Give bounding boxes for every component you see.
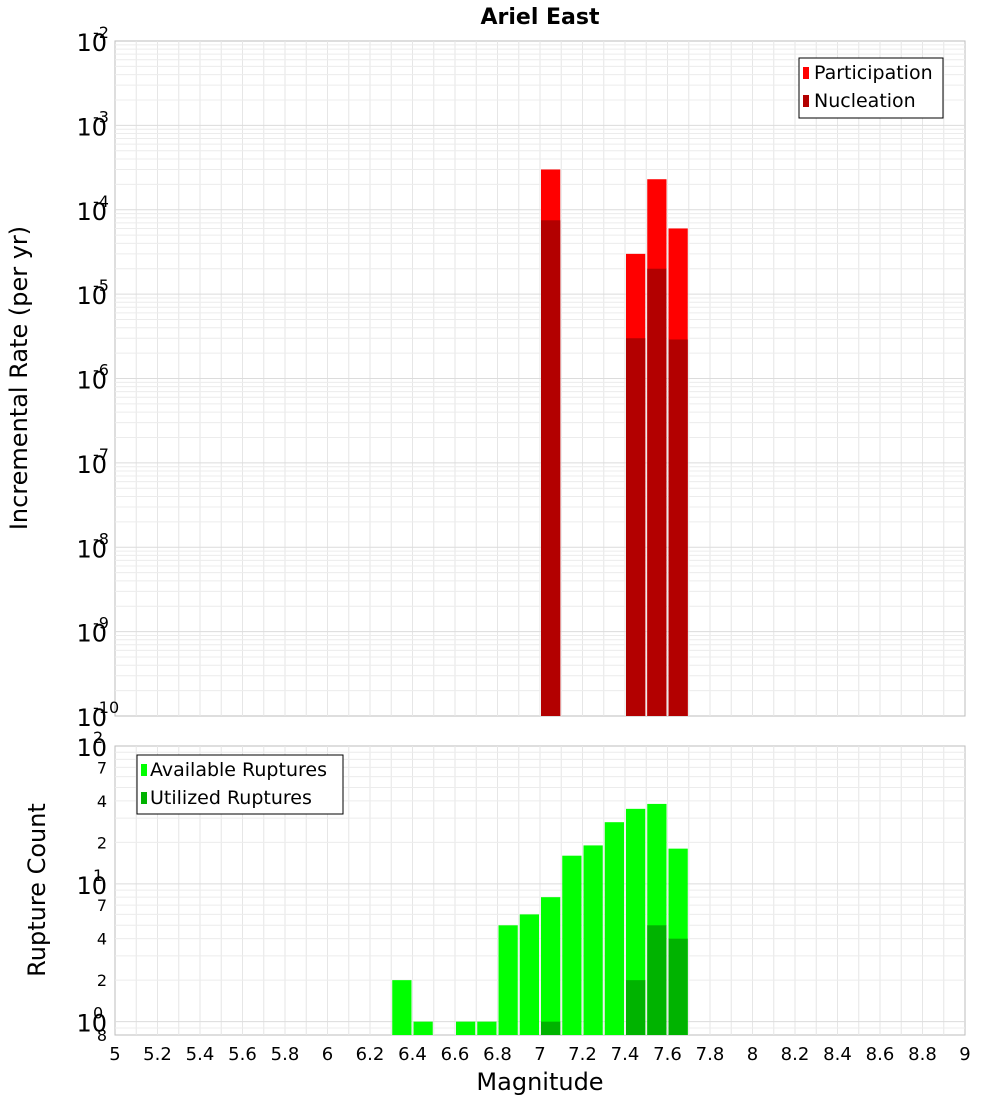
x-tick-label: 7.2: [568, 1044, 597, 1065]
chart-title: Ariel East: [480, 5, 600, 30]
bottom-bar-series1: [477, 1021, 497, 1035]
x-tick-label: 7.8: [696, 1044, 725, 1065]
top-bar-series2: [668, 339, 688, 716]
top-bars: [541, 169, 688, 717]
top-legend: Participation Nucleation: [798, 57, 944, 119]
bottom-y-tick-exponent: 0: [93, 1004, 103, 1023]
x-tick-label: 6.8: [483, 1044, 512, 1065]
bottom-legend: Available Ruptures Utilized Ruptures: [136, 754, 344, 815]
bottom-bar-series1: [626, 808, 646, 1035]
bottom-legend-box: [136, 754, 344, 815]
top-y-tick-exponent: -2: [93, 23, 109, 42]
bottom-bar-series1: [604, 822, 624, 1035]
legend-label-utilized: Utilized Ruptures: [150, 787, 312, 809]
top-y-tick-exponent: -9: [93, 614, 109, 633]
top-y-tick-exponent: -3: [93, 107, 109, 126]
top-bar-series2: [647, 268, 667, 716]
bottom-bar-series2: [647, 925, 667, 1035]
legend-swatch-participation: [803, 67, 809, 79]
bottom-bar-series1: [392, 980, 412, 1035]
top-y-tick-exponent: -10: [93, 698, 119, 717]
bottom-y-tick-exponent: 2: [93, 728, 103, 747]
top-y-tick-exponent: -8: [93, 529, 109, 548]
bottom-bar-series2: [668, 938, 688, 1035]
bottom-bar-series1: [562, 855, 582, 1035]
top-y-tick-exponent: -6: [93, 361, 109, 380]
x-tick-label: 7.4: [611, 1044, 640, 1065]
x-tick-label: 6.2: [356, 1044, 385, 1065]
top-y-tick-base: 10: [76, 535, 107, 563]
top-y-axis-label: Incremental Rate (per yr): [5, 226, 33, 530]
bottom-y-tick-exponent: 1: [93, 866, 103, 885]
top-bar-series2: [541, 220, 561, 717]
x-axis-label: Magnitude: [476, 1068, 603, 1096]
top-y-tick-base: 10: [76, 198, 107, 226]
bottom-y-tick-minor: 8: [97, 1026, 107, 1045]
x-tick-label: 8.8: [908, 1044, 937, 1065]
bottom-bar-series1: [498, 925, 518, 1035]
top-y-tick-base: 10: [76, 367, 107, 395]
x-ticks: 5 5.2 5.4 5.6 5.8 6 6.2 6.4 6.6 6.8 7 7.2 7.4 7.6 7.8 8…: [109, 1044, 970, 1065]
legend-label-nucleation: Nucleation: [814, 90, 916, 112]
x-tick-label: 5: [109, 1044, 120, 1065]
x-tick-label: 8: [747, 1044, 758, 1065]
bottom-y-tick-minor: 2: [97, 971, 107, 990]
top-legend-box: [798, 57, 944, 119]
top-bar-series2: [626, 338, 646, 716]
x-tick-label: 8.2: [781, 1044, 810, 1065]
top-y-tick-base: 10: [76, 113, 107, 141]
bottom-y-tick-base: 10: [76, 1010, 107, 1038]
bottom-y-axis-label: Rupture Count: [23, 803, 51, 977]
bottom-bar-series1: [456, 1021, 476, 1035]
bottom-y-tick-minor: 7: [97, 896, 107, 915]
legend-swatch-available: [141, 764, 147, 776]
bottom-bar-series1: [519, 914, 539, 1035]
top-y-tick-base: 10: [76, 704, 107, 732]
bottom-bar-series1: [413, 1021, 433, 1035]
top-gridlines: [115, 41, 965, 716]
top-y-tick-exponent: -7: [93, 445, 109, 464]
x-tick-label: 6: [322, 1044, 333, 1065]
bottom-y-tick-minor: 4: [97, 930, 107, 949]
x-tick-label: 5.6: [228, 1044, 257, 1065]
bottom-bars: [392, 803, 688, 1035]
x-tick-label: 8.4: [823, 1044, 852, 1065]
x-tick-label: 7: [534, 1044, 545, 1065]
x-tick-label: 5.4: [186, 1044, 215, 1065]
bottom-bar-series2: [541, 1021, 561, 1035]
x-tick-label: 7.6: [653, 1044, 682, 1065]
top-y-tick-base: 10: [76, 282, 107, 310]
bottom-y-tick-minor: 2: [97, 833, 107, 852]
legend-label-available: Available Ruptures: [150, 759, 327, 781]
x-tick-label: 8.6: [866, 1044, 895, 1065]
legend-swatch-utilized: [141, 792, 147, 804]
x-tick-label: 6.4: [398, 1044, 427, 1065]
top-y-tick-base: 10: [76, 451, 107, 479]
bottom-y-tick-minor: 4: [97, 792, 107, 811]
bottom-bar-series1: [583, 845, 603, 1035]
top-y-tick-exponent: -5: [93, 276, 109, 295]
bottom-gridlines: [115, 746, 965, 1035]
top-y-tick-base: 10: [76, 29, 107, 57]
bottom-bar-series1: [541, 897, 561, 1035]
bottom-y-tick-base: 10: [76, 872, 107, 900]
top-y-tick-exponent: -4: [93, 192, 109, 211]
legend-swatch-nucleation: [803, 95, 809, 107]
x-tick-label: 5.2: [143, 1044, 172, 1065]
x-tick-label: 5.8: [271, 1044, 300, 1065]
x-tick-label: 6.6: [441, 1044, 470, 1065]
bottom-y-tick-base: 10: [76, 734, 107, 762]
x-tick-label: 9: [959, 1044, 970, 1065]
top-y-tick-base: 10: [76, 620, 107, 648]
bottom-bar-series2: [626, 980, 646, 1035]
legend-label-participation: Participation: [814, 62, 933, 84]
bottom-y-tick-minor: 7: [97, 758, 107, 777]
